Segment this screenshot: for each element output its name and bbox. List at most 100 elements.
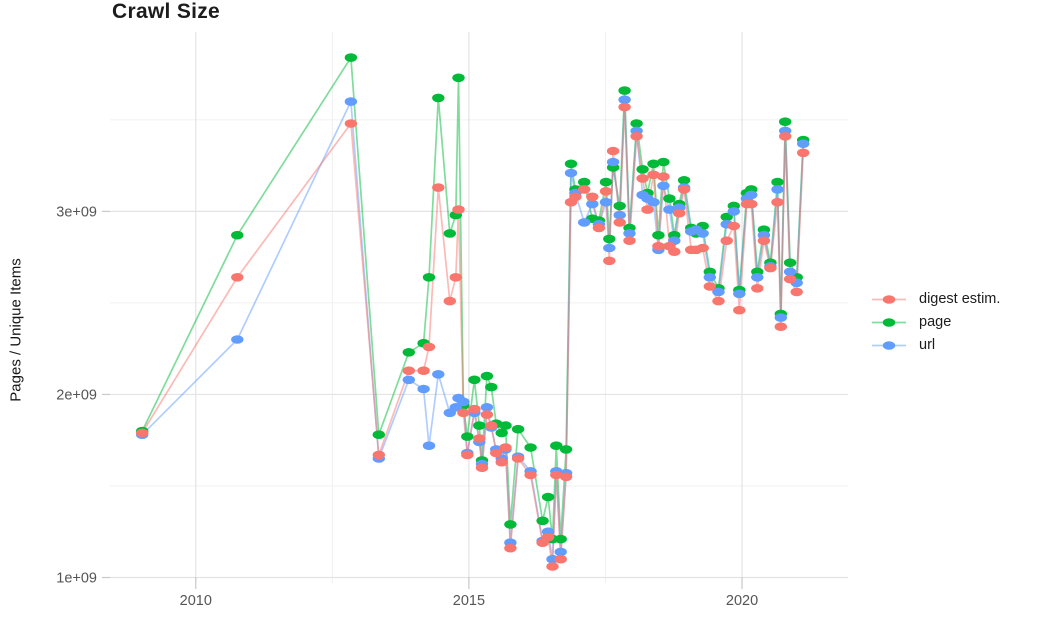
- data-point-digest-estim-: [554, 554, 567, 564]
- data-point-page: [473, 421, 486, 430]
- x-tick-label: 2020: [726, 593, 758, 609]
- data-point-url: [422, 441, 436, 451]
- data-point-url: [696, 229, 709, 238]
- data-point-digest-estim-: [652, 241, 665, 251]
- data-point-digest-estim-: [468, 404, 481, 414]
- data-point-digest-estim-: [495, 457, 508, 467]
- data-point-digest-estim-: [618, 102, 631, 112]
- data-point-digest-estim-: [541, 532, 555, 542]
- data-point-url: [578, 218, 591, 227]
- data-point-url: [727, 207, 740, 216]
- data-point-page: [618, 86, 631, 95]
- data-point-digest-estim-: [712, 296, 725, 306]
- data-point-digest-estim-: [475, 463, 489, 473]
- data-point-digest-estim-: [417, 366, 430, 376]
- data-point-page: [468, 375, 481, 385]
- data-point-digest-estim-: [647, 170, 660, 180]
- data-point-digest-estim-: [546, 562, 559, 571]
- x-tick-label: 2015: [453, 593, 485, 609]
- data-point-url: [745, 190, 758, 200]
- data-point-page: [422, 273, 436, 282]
- data-point-page: [771, 177, 784, 187]
- data-point-url: [344, 97, 358, 106]
- data-point-url: [797, 139, 810, 148]
- data-point-page: [536, 516, 549, 526]
- data-point-digest-estim-: [485, 421, 498, 430]
- data-point-digest-estim-: [703, 282, 716, 291]
- data-point-digest-estim-: [630, 132, 643, 141]
- data-point-page: [559, 445, 573, 454]
- data-point-digest-estim-: [606, 146, 620, 156]
- data-point-digest-estim-: [490, 448, 503, 458]
- legend: digest estim. page url: [872, 292, 1000, 353]
- data-point-digest-estim-: [613, 218, 626, 227]
- data-point-digest-estim-: [443, 296, 456, 306]
- data-point-digest-estim-: [771, 197, 784, 207]
- data-point-url: [599, 197, 613, 207]
- data-point-url: [402, 375, 415, 385]
- data-point-digest-estim-: [745, 199, 758, 209]
- data-point-url: [647, 197, 660, 207]
- data-point-page: [550, 441, 563, 451]
- y-tick-label: 2e+09: [56, 387, 97, 403]
- data-point-url: [657, 181, 670, 191]
- data-point-page: [652, 230, 665, 240]
- data-point-url: [783, 267, 797, 277]
- data-point-page: [443, 229, 456, 238]
- legend-label: digest estim.: [919, 291, 1001, 307]
- data-point-digest-estim-: [511, 454, 525, 463]
- data-point-digest-estim-: [499, 443, 512, 452]
- data-point-digest-estim-: [733, 305, 746, 315]
- chart-title: Crawl Size: [112, 0, 221, 23]
- legend-key-dot-icon: [882, 318, 896, 327]
- data-point-url: [712, 287, 725, 297]
- data-point-digest-estim-: [751, 284, 764, 293]
- series-line-url: [141, 98, 805, 561]
- data-point-page: [613, 201, 626, 211]
- data-point-page: [779, 117, 792, 126]
- data-point-url: [457, 397, 470, 407]
- data-point-digest-estim-: [677, 185, 691, 194]
- data-point-page: [461, 432, 474, 441]
- data-point-digest-estim-: [623, 236, 636, 245]
- data-point-url: [663, 205, 676, 214]
- legend-item-url: url: [872, 338, 1000, 353]
- legend-label: url: [919, 337, 936, 353]
- data-point-digest-estim-: [452, 205, 465, 214]
- data-point-page: [504, 520, 517, 529]
- data-point-page: [677, 176, 691, 185]
- y-tick-label: 1e+09: [56, 571, 97, 587]
- data-point-digest-estim-: [550, 470, 563, 480]
- data-point-digest-estim-: [504, 543, 517, 553]
- data-point-digest-estim-: [432, 183, 445, 192]
- data-point-page: [452, 73, 465, 83]
- legend-key-dot-icon: [882, 295, 896, 304]
- data-point-page: [480, 371, 494, 381]
- data-point-digest-estim-: [727, 221, 740, 231]
- data-point-digest-estim-: [480, 410, 494, 419]
- legend-label: page: [919, 314, 952, 330]
- data-point-digest-estim-: [720, 236, 733, 245]
- data-point-page: [499, 421, 512, 430]
- data-point-url: [603, 243, 616, 253]
- data-point-digest-estim-: [673, 208, 686, 218]
- data-point-digest-estim-: [599, 187, 613, 196]
- data-point-digest-estim-: [586, 192, 599, 202]
- data-point-url: [733, 289, 746, 299]
- data-point-page: [783, 258, 797, 268]
- data-point-digest-estim-: [402, 366, 415, 376]
- data-point-page: [599, 177, 613, 187]
- data-point-page: [495, 428, 508, 438]
- data-point-page: [524, 443, 537, 452]
- data-point-digest-estim-: [461, 450, 474, 460]
- data-point-page: [432, 93, 445, 103]
- data-point-url: [586, 199, 599, 209]
- data-point-digest-estim-: [136, 428, 149, 438]
- data-point-digest-estim-: [231, 273, 244, 282]
- data-point-page: [603, 234, 616, 244]
- data-point-page: [720, 212, 733, 222]
- data-point-digest-estim-: [790, 287, 803, 297]
- data-point-digest-estim-: [422, 342, 436, 352]
- data-point-digest-estim-: [764, 263, 777, 273]
